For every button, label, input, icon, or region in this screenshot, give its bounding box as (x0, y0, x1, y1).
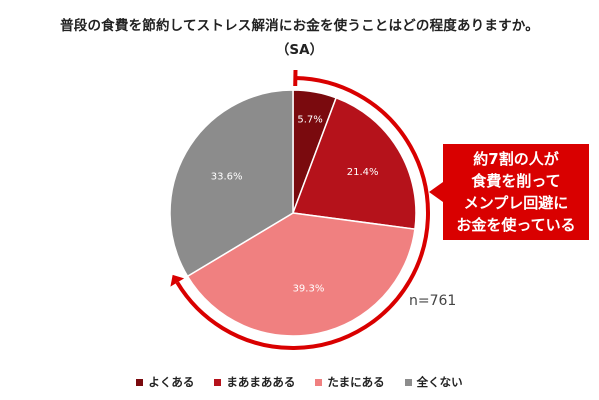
legend-label-3: たまにある (327, 375, 385, 389)
legend-swatch-2 (214, 378, 222, 386)
callout-box: 約7割の人が 食費を削って メンプレ回避に お金を使っている (429, 144, 589, 240)
pie-label-3: 39.3% (293, 284, 325, 295)
legend-item-1: よくある (136, 374, 194, 390)
pie-label-2: 21.4% (347, 167, 379, 178)
highlight-arc-arrowhead (170, 274, 185, 287)
legend-label-4: 全くない (416, 375, 463, 389)
legend-item-4: 全くない (404, 374, 463, 390)
highlight-arc-arrow (170, 69, 430, 350)
pie-label-1: 5.7% (297, 115, 322, 126)
highlight-arc (175, 76, 430, 350)
callout-line-2: 食費を削って (471, 172, 561, 190)
legend-swatch-3 (315, 378, 323, 386)
legend-swatch-4 (404, 378, 412, 386)
legend-item-2: まあまあある (214, 374, 295, 390)
pie-slice-3 (186, 212, 416, 337)
callout-line-4: お金を使っている (456, 216, 576, 234)
sample-size-label: n=761 (409, 293, 457, 309)
chart-title: 普段の食費を節約してストレス解消にお金を使うことはどの程度ありますか。 (60, 18, 539, 34)
pie-slice-2 (291, 96, 417, 231)
legend-swatch-1 (136, 378, 144, 386)
pie-slices (169, 89, 417, 337)
legend-item-3: たまにある (315, 374, 385, 390)
legend-label-2: まあまあある (226, 375, 296, 389)
pie-label-4: 33.6% (211, 171, 243, 182)
callout-line-1: 約7割の人が (473, 150, 559, 168)
chart-subtitle: （SA） (275, 42, 324, 58)
legend: よくある まあまあある たまにある 全くない (0, 374, 599, 390)
pie-data-labels: 5.7% 21.4% 39.3% 33.6% (211, 115, 379, 295)
legend-label-1: よくある (148, 375, 195, 389)
pie-slice-4 (169, 89, 294, 278)
callout-line-3: メンプレ回避に (463, 194, 569, 212)
